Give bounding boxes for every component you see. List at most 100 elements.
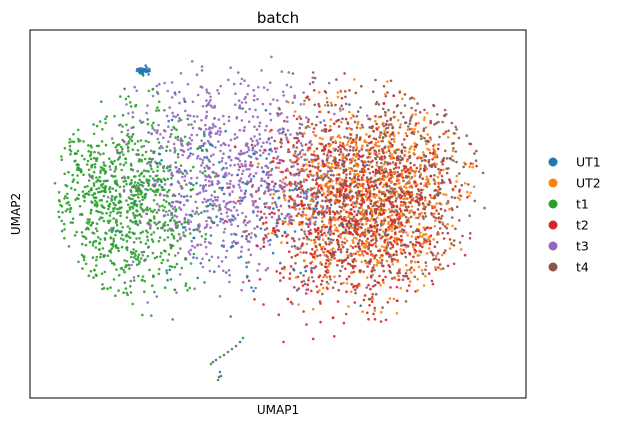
scatter-point bbox=[364, 243, 367, 246]
scatter-point bbox=[354, 245, 358, 248]
scatter-point bbox=[235, 209, 239, 212]
scatter-point bbox=[175, 128, 178, 132]
scatter-point bbox=[209, 95, 212, 99]
scatter-point bbox=[255, 157, 259, 161]
scatter-point bbox=[414, 122, 418, 125]
scatter-point bbox=[210, 194, 214, 197]
scatter-point bbox=[198, 224, 201, 228]
scatter-point bbox=[423, 116, 426, 119]
scatter-point bbox=[315, 207, 318, 211]
scatter-point bbox=[207, 101, 211, 104]
scatter-point bbox=[297, 287, 301, 290]
scatter-point bbox=[411, 198, 414, 202]
scatter-point bbox=[241, 107, 244, 110]
scatter-point bbox=[125, 246, 128, 250]
scatter-point bbox=[82, 173, 85, 176]
scatter-point bbox=[429, 250, 433, 254]
scatter-point bbox=[392, 210, 395, 213]
scatter-point bbox=[249, 253, 253, 257]
scatter-point bbox=[105, 212, 108, 215]
scatter-point bbox=[420, 235, 424, 239]
scatter-point bbox=[338, 158, 342, 162]
scatter-point bbox=[311, 76, 315, 79]
scatter-point bbox=[318, 105, 321, 108]
scatter-point bbox=[98, 199, 102, 202]
scatter-point bbox=[209, 130, 212, 133]
scatter-point bbox=[227, 156, 231, 159]
scatter-point bbox=[227, 119, 231, 123]
scatter-point bbox=[321, 189, 324, 192]
scatter-point bbox=[195, 73, 199, 76]
scatter-point bbox=[195, 193, 199, 196]
scatter-point bbox=[225, 249, 229, 253]
scatter-point bbox=[270, 128, 273, 132]
scatter-point bbox=[301, 135, 305, 138]
scatter-point bbox=[416, 229, 420, 232]
scatter-point bbox=[350, 203, 353, 207]
scatter-point bbox=[368, 155, 372, 159]
scatter-point bbox=[183, 226, 187, 229]
scatter-point bbox=[268, 207, 272, 210]
scatter-point bbox=[117, 289, 120, 292]
scatter-point bbox=[387, 146, 390, 150]
scatter-point bbox=[377, 140, 380, 143]
scatter-point bbox=[97, 144, 100, 148]
scatter-point bbox=[219, 84, 222, 88]
scatter-point bbox=[408, 154, 412, 158]
scatter-point bbox=[222, 152, 225, 155]
scatter-point bbox=[395, 182, 398, 186]
scatter-point bbox=[415, 195, 418, 199]
scatter-point bbox=[331, 141, 335, 144]
scatter-point bbox=[400, 158, 404, 161]
scatter-point bbox=[143, 290, 146, 294]
scatter-point bbox=[338, 187, 341, 190]
scatter-point bbox=[138, 178, 141, 182]
scatter-point bbox=[422, 207, 425, 210]
scatter-point bbox=[293, 182, 297, 186]
legend-marker bbox=[548, 220, 558, 230]
scatter-point bbox=[124, 179, 128, 183]
scatter-point bbox=[271, 201, 274, 205]
scatter-point bbox=[320, 209, 324, 212]
scatter-point bbox=[442, 193, 445, 196]
scatter-point bbox=[208, 184, 211, 187]
scatter-point bbox=[200, 211, 203, 214]
scatter-point bbox=[63, 172, 66, 176]
scatter-point bbox=[458, 190, 461, 193]
legend-marker bbox=[548, 262, 558, 272]
scatter-point bbox=[446, 223, 450, 226]
scatter-point bbox=[119, 162, 122, 166]
scatter-point bbox=[238, 186, 242, 189]
scatter-point bbox=[313, 250, 317, 254]
scatter-point bbox=[140, 183, 144, 187]
scatter-point bbox=[399, 286, 403, 290]
scatter-point bbox=[355, 133, 359, 137]
scatter-point bbox=[87, 193, 91, 196]
scatter-point bbox=[294, 262, 297, 265]
scatter-point bbox=[156, 169, 159, 173]
scatter-point bbox=[251, 148, 254, 152]
scatter-point bbox=[81, 190, 85, 193]
scatter-point bbox=[259, 247, 263, 250]
scatter-point bbox=[337, 145, 341, 149]
scatter-point bbox=[168, 202, 171, 206]
scatter-point bbox=[300, 204, 304, 208]
scatter-point bbox=[422, 226, 426, 229]
scatter-point bbox=[73, 160, 77, 163]
scatter-point bbox=[228, 193, 232, 197]
scatter-point bbox=[410, 192, 414, 196]
scatter-point bbox=[395, 226, 399, 229]
scatter-point bbox=[216, 182, 219, 186]
scatter-point bbox=[443, 131, 447, 135]
scatter-point bbox=[389, 187, 393, 190]
scatter-point bbox=[118, 151, 122, 155]
scatter-point bbox=[319, 320, 322, 324]
scatter-point bbox=[278, 217, 282, 221]
scatter-point bbox=[190, 133, 193, 137]
scatter-point bbox=[370, 214, 374, 218]
scatter-point bbox=[145, 212, 148, 215]
scatter-point bbox=[347, 153, 350, 157]
scatter-point bbox=[356, 250, 359, 253]
scatter-point bbox=[314, 134, 318, 138]
scatter-point bbox=[410, 176, 414, 179]
